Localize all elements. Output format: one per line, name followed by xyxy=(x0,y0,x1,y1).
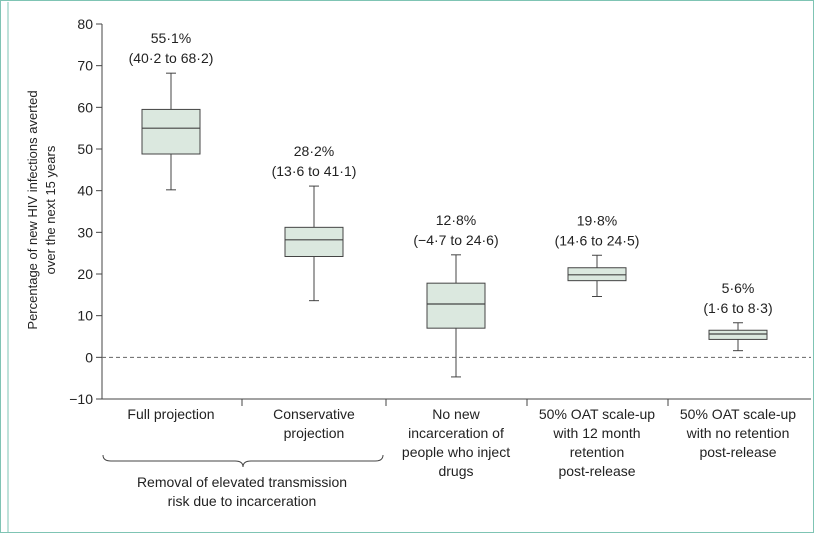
y-tick-label: 20 xyxy=(77,266,93,282)
iqr-box xyxy=(567,267,627,282)
x-category-label: incarceration of xyxy=(408,425,504,441)
iqr-box xyxy=(141,108,201,155)
y-axis-title-line-1: Percentage of new HIV infections averted xyxy=(25,90,40,329)
estimate-annotation: 12·8% xyxy=(436,212,476,228)
iqr-box xyxy=(284,226,344,257)
y-tick-label: 30 xyxy=(77,224,93,240)
group-bracket xyxy=(102,454,384,468)
x-category-label: 50% OAT scale-up xyxy=(539,406,655,422)
interval-annotation: (1·6 to 8·3) xyxy=(703,300,772,316)
interval-annotation: (−4·7 to 24·6) xyxy=(413,232,498,248)
y-tick-label: 40 xyxy=(77,183,93,199)
estimate-annotation: 28·2% xyxy=(294,143,334,159)
x-category-label: 50% OAT scale-up xyxy=(680,406,796,422)
y-tick-label: 10 xyxy=(77,308,93,324)
y-tick-label: −10 xyxy=(69,391,93,407)
box-layer xyxy=(141,72,768,378)
group-bracket-label: Removal of elevated transmission xyxy=(137,474,347,490)
interval-annotation: (14·6 to 24·5) xyxy=(555,232,640,248)
iqr-box xyxy=(708,329,768,340)
y-axis-title-line-2: over the next 15 years xyxy=(43,145,58,274)
label-layer: 55·1% (40·2 to 68·2) Full projection 28·2% (… xyxy=(102,30,796,509)
iqr-box xyxy=(426,282,486,329)
y-tick-label: 50 xyxy=(77,141,93,157)
estimate-annotation: 5·6% xyxy=(722,280,755,296)
x-category-label: drugs xyxy=(438,463,473,479)
x-category-label: Full projection xyxy=(127,406,214,422)
x-category-label: post-release xyxy=(558,463,635,479)
x-category-label: retention xyxy=(570,444,624,460)
x-category-label: post-release xyxy=(699,444,776,460)
estimate-annotation: 19·8% xyxy=(577,212,617,228)
y-tick-label: 70 xyxy=(77,58,93,74)
y-tick-label: 80 xyxy=(77,16,93,32)
group-bracket-label: risk due to incarceration xyxy=(168,493,317,509)
x-category-label: people who inject xyxy=(402,444,510,460)
y-tick-label: 0 xyxy=(85,349,93,365)
x-category-label: Conservative xyxy=(273,406,355,422)
y-tick-label: 60 xyxy=(77,99,93,115)
interval-annotation: (13·6 to 41·1) xyxy=(272,163,357,179)
x-category-label: projection xyxy=(284,425,345,441)
interval-annotation: (40·2 to 68·2) xyxy=(129,50,214,66)
x-category-label: No new xyxy=(432,406,480,422)
x-category-label: with no retention xyxy=(686,425,790,441)
estimate-annotation: 55·1% xyxy=(151,30,191,46)
axes: −10 0 10 20 30 40 50 60 70 80 xyxy=(69,16,811,407)
x-category-label: with 12 month xyxy=(552,425,640,441)
